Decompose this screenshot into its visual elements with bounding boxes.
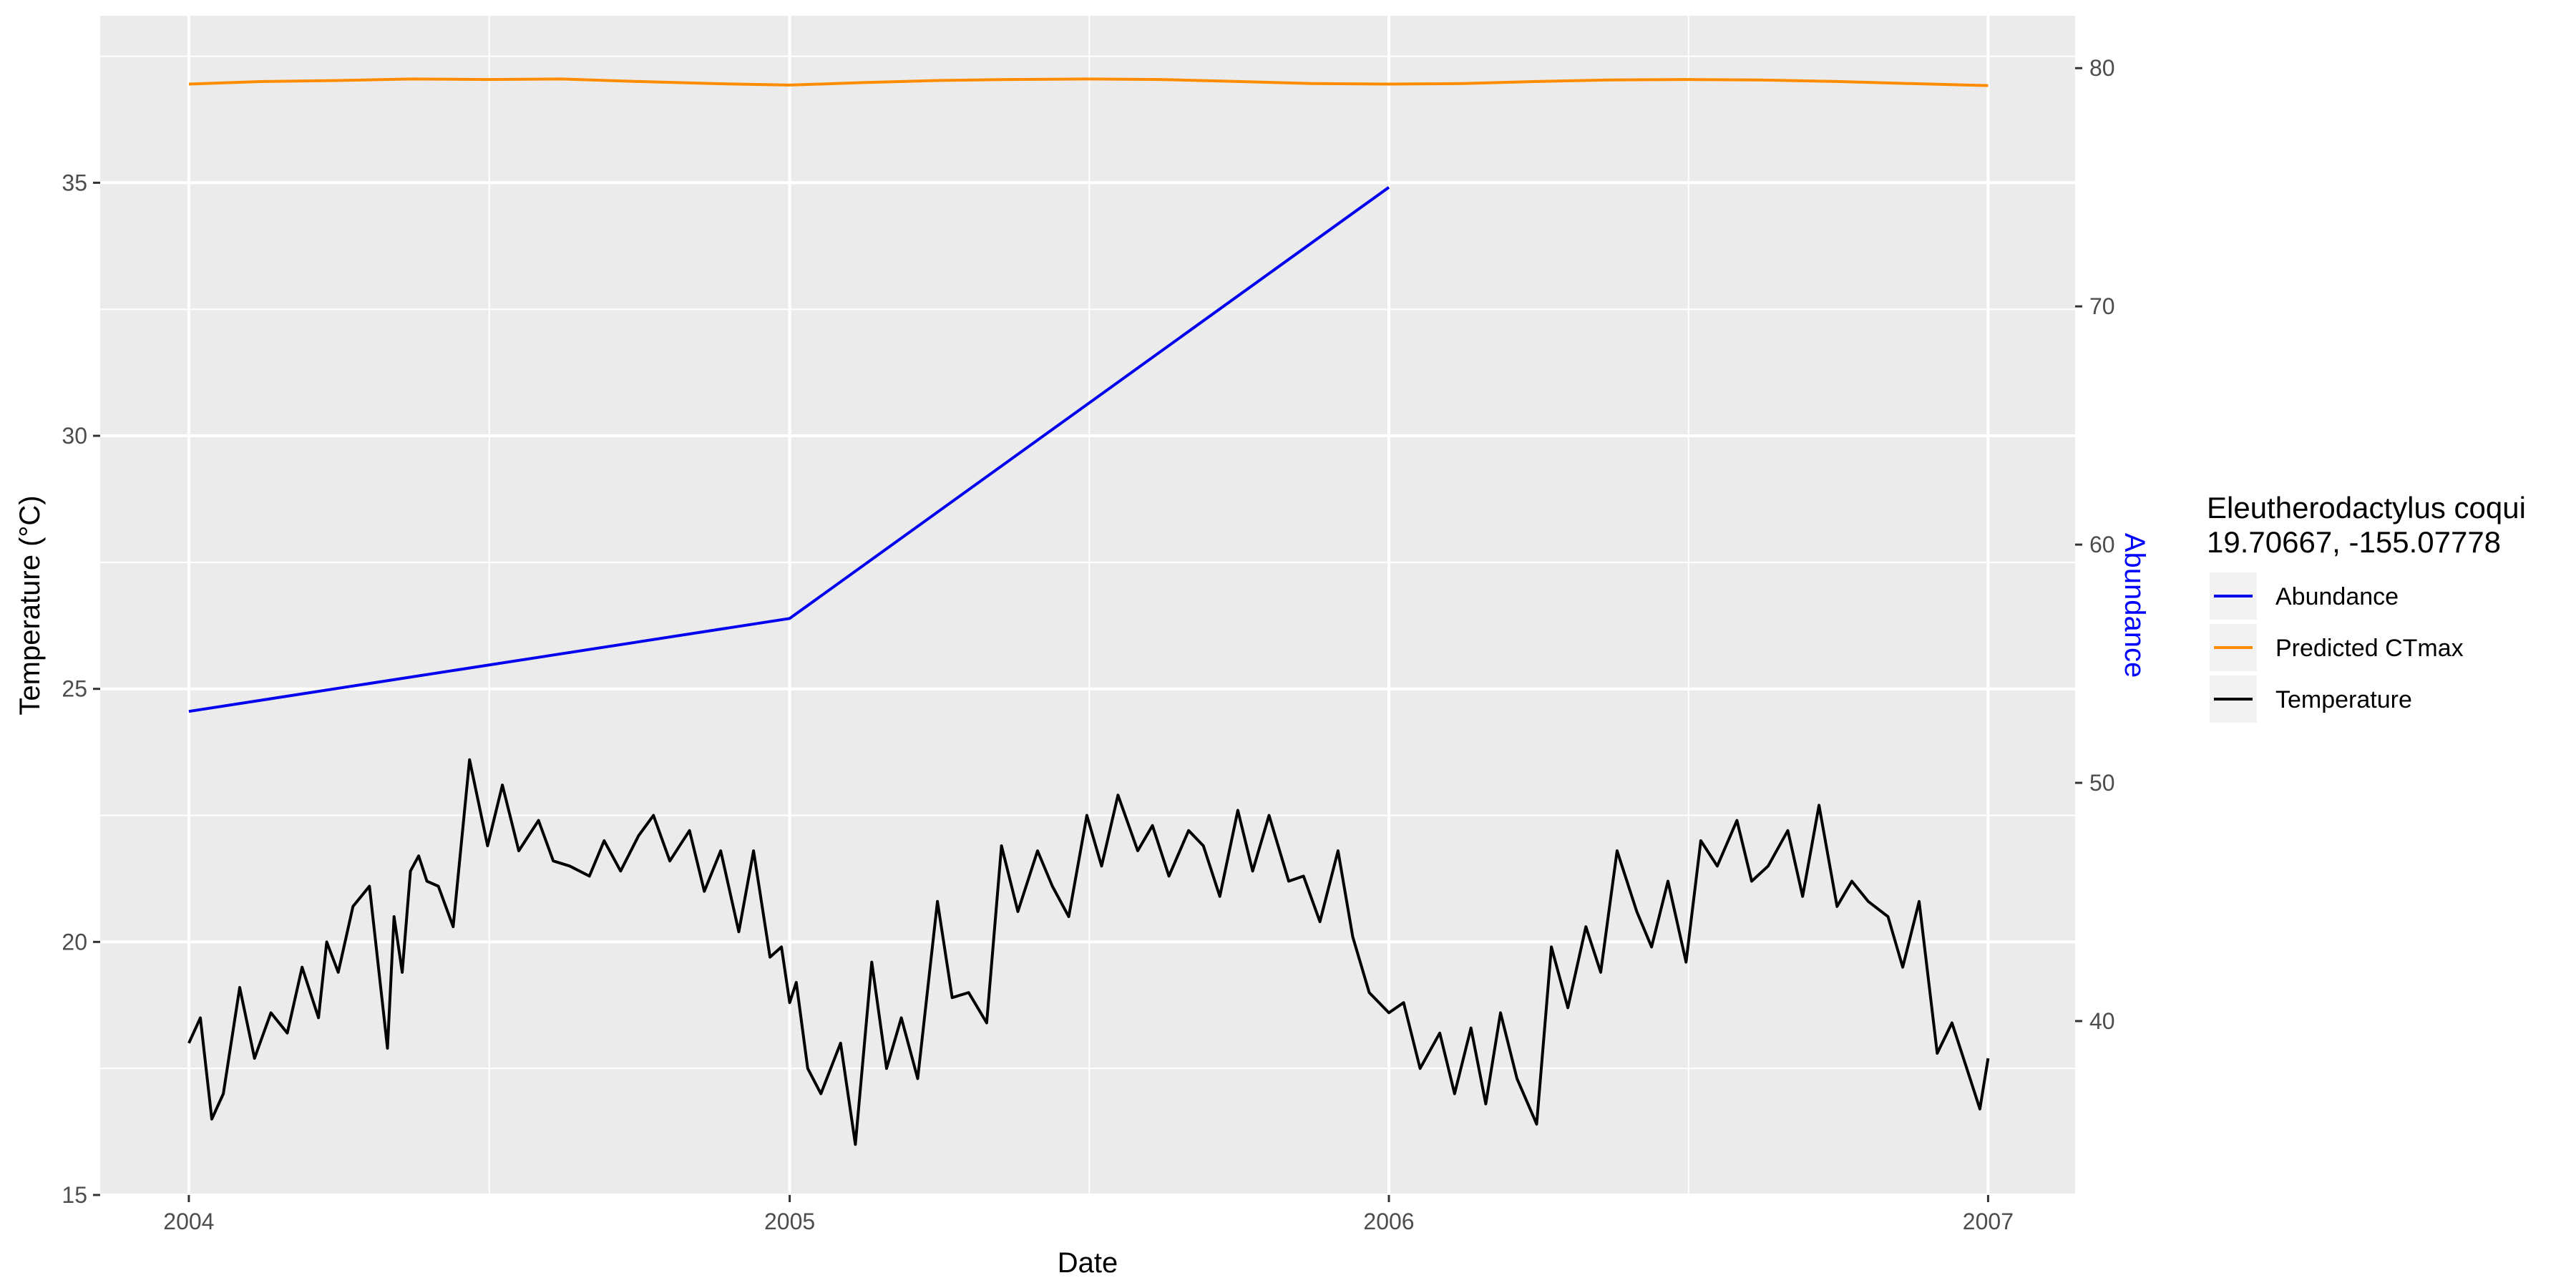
x-axis-title: Date bbox=[1058, 1247, 1118, 1279]
legend-subtitle: 19.70667, -155.07778 bbox=[2207, 525, 2501, 559]
y-axis-title: Temperature (°C) bbox=[14, 495, 46, 715]
plot-panel bbox=[100, 16, 2075, 1195]
legend-label: Predicted CTmax bbox=[2275, 635, 2464, 662]
legend-entries: Abundance Predicted CTmax Temperature bbox=[2210, 572, 2464, 723]
x-tick-label: 2007 bbox=[1963, 1209, 2014, 1234]
series-layer bbox=[187, 77, 1990, 1146]
series-line-temperature bbox=[187, 758, 1990, 1146]
y2-tick-label: 70 bbox=[2089, 293, 2115, 319]
y2-tick-label: 80 bbox=[2089, 55, 2115, 81]
series-line-abundance bbox=[188, 186, 1390, 713]
y2-tick-label: 50 bbox=[2089, 770, 2115, 796]
bottom-axis: 2004 2005 2006 2007 bbox=[163, 1195, 2014, 1234]
y2-tick-label: 40 bbox=[2089, 1008, 2115, 1034]
y2-axis-title: Abundance bbox=[2119, 533, 2150, 678]
x-tick-label: 2005 bbox=[764, 1209, 815, 1234]
y-tick-label: 20 bbox=[62, 929, 87, 955]
left-axis: 15 20 25 30 35 bbox=[62, 170, 100, 1208]
y-tick-label: 30 bbox=[62, 423, 87, 449]
right-axis: 40 50 60 70 80 bbox=[2075, 55, 2115, 1034]
legend-label: Abundance bbox=[2275, 583, 2399, 610]
major-gridlines bbox=[100, 16, 2075, 1196]
y-tick-label: 15 bbox=[62, 1182, 87, 1208]
legend-title: Eleutherodactylus coqui bbox=[2207, 491, 2526, 525]
x-tick-label: 2004 bbox=[163, 1209, 214, 1234]
y-tick-label: 25 bbox=[62, 676, 87, 702]
series-line-predicted-ctmax bbox=[188, 77, 1989, 87]
x-tick-label: 2006 bbox=[1363, 1209, 1414, 1234]
legend: Eleutherodactylus coqui 19.70667, -155.0… bbox=[2207, 491, 2526, 723]
legend-label: Temperature bbox=[2275, 686, 2412, 713]
y-tick-label: 35 bbox=[62, 170, 87, 195]
y2-tick-label: 60 bbox=[2089, 532, 2115, 557]
